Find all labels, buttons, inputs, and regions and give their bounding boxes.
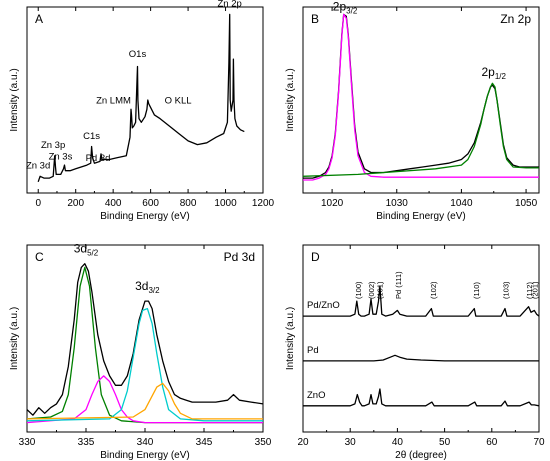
plot-frame <box>26 244 264 433</box>
peak-label: 2p1/2 <box>481 65 506 81</box>
peak-label: Zn 3p <box>41 140 65 151</box>
x-axis-label: Binding Energy (eV) <box>100 211 190 222</box>
x-tick-label: 200 <box>67 198 84 209</box>
x-tick-label: 30 <box>345 437 357 448</box>
peak-label: Zn 3d <box>26 161 50 172</box>
hkl-label: (102) <box>429 281 438 299</box>
panel-letter: D <box>311 250 320 264</box>
x-tick-label: 0 <box>35 198 41 209</box>
peak-label: C1s <box>83 131 100 142</box>
panel-letter: B <box>311 12 319 26</box>
hkl-label: (101) <box>375 281 384 299</box>
series-line <box>303 354 539 362</box>
hkl-label: (103) <box>501 281 510 299</box>
panel-title: Pd 3d <box>224 250 255 264</box>
x-tick-label: 20 <box>297 437 309 448</box>
series-line <box>303 13 539 181</box>
panel-a: 0 200 400 600 800 1000 1200 Binding Energy (eV)… <box>9 0 275 222</box>
hkl-label: (112) <box>525 282 534 299</box>
plot-frame <box>302 6 540 194</box>
x-tick-label: 350 <box>255 437 272 448</box>
peak-label: 3d5/2 <box>74 241 99 257</box>
x-tick-label: 1030 <box>386 198 409 209</box>
panel-letter: C <box>35 250 44 264</box>
x-tick-label: 40 <box>392 437 404 448</box>
peak-label: Pd 3d <box>86 153 111 164</box>
x-tick-label: 1040 <box>450 198 473 209</box>
x-tick-label: 1050 <box>515 198 538 209</box>
peak-label: 3d3/2 <box>135 279 160 295</box>
series-line <box>37 13 245 183</box>
series-line <box>303 388 539 407</box>
x-tick-label: 340 <box>137 437 154 448</box>
x-tick-label: 600 <box>142 198 159 209</box>
x-tick-label: 1200 <box>252 198 275 209</box>
panel-title: Zn 2p <box>500 12 531 26</box>
hkl-label: (002) <box>367 281 376 299</box>
peak-label: Zn 2p <box>218 0 242 10</box>
plot-frame <box>26 6 264 194</box>
x-tick-label: 60 <box>486 437 498 448</box>
series-line <box>303 285 539 317</box>
series-line <box>303 82 539 177</box>
panel-d: 20 30 40 50 60 70 2θ (degree) Intensity (a.u.) D… <box>285 244 545 461</box>
peak-label-subscript: 5/2 <box>87 248 99 257</box>
plot-frame <box>302 244 540 433</box>
x-tick-label: 1020 <box>321 198 344 209</box>
peak-label-main: 2p <box>481 65 495 79</box>
series-name-label: Pd <box>307 345 319 356</box>
y-axis-label: Intensity (a.u.) <box>285 307 296 370</box>
peak-label: O1s <box>129 49 147 60</box>
peak-label-main: 3d <box>135 279 148 293</box>
panel-c: 330 335 340 345 350 Binding Energy (eV) Intens… <box>9 241 272 461</box>
peak-label-subscript: 1/2 <box>495 72 507 81</box>
x-tick-label: 1000 <box>214 198 237 209</box>
series-name-label: Pd/ZnO <box>307 300 340 311</box>
panel-b: 1020 1030 1040 1050 Binding Energy (eV) Inten… <box>285 0 540 222</box>
x-tick-label: 345 <box>196 437 213 448</box>
x-axis-label: Binding Energy (eV) <box>376 211 466 222</box>
x-tick-label: 335 <box>78 437 95 448</box>
series-line <box>27 382 263 420</box>
series-line <box>27 263 263 416</box>
series-line <box>27 375 263 424</box>
peak-label-main: 3d <box>74 241 87 255</box>
x-axis-label: Binding Energy (eV) <box>100 450 190 461</box>
hkl-label: (201) <box>530 281 539 299</box>
panel-letter: A <box>35 12 43 26</box>
hkl-label: (100) <box>354 281 363 299</box>
peak-label: Zn LMM <box>96 96 131 107</box>
hkl-label: (110) <box>472 282 481 299</box>
x-tick-label: 400 <box>105 198 122 209</box>
peak-label-subscript: 3/2 <box>346 7 358 16</box>
y-axis-label: Intensity (a.u.) <box>285 68 296 131</box>
y-axis-label: Intensity (a.u.) <box>9 68 20 131</box>
series-name-label: ZnO <box>307 390 325 401</box>
peak-label: 2p3/2 <box>333 0 358 16</box>
peak-label-main: 2p <box>333 0 347 14</box>
x-tick-label: 70 <box>533 437 545 448</box>
peak-label: O KLL <box>165 96 192 107</box>
series-line <box>27 307 263 422</box>
peak-label-subscript: 3/2 <box>148 286 160 295</box>
y-axis-label: Intensity (a.u.) <box>9 307 20 370</box>
peak-label: Zn 3s <box>49 151 73 162</box>
x-axis-label: 2θ (degree) <box>395 450 447 461</box>
x-tick-label: 330 <box>19 437 36 448</box>
x-tick-label: 50 <box>439 437 451 448</box>
x-tick-label: 800 <box>180 198 197 209</box>
hkl-label: Pd (111) <box>394 271 403 299</box>
